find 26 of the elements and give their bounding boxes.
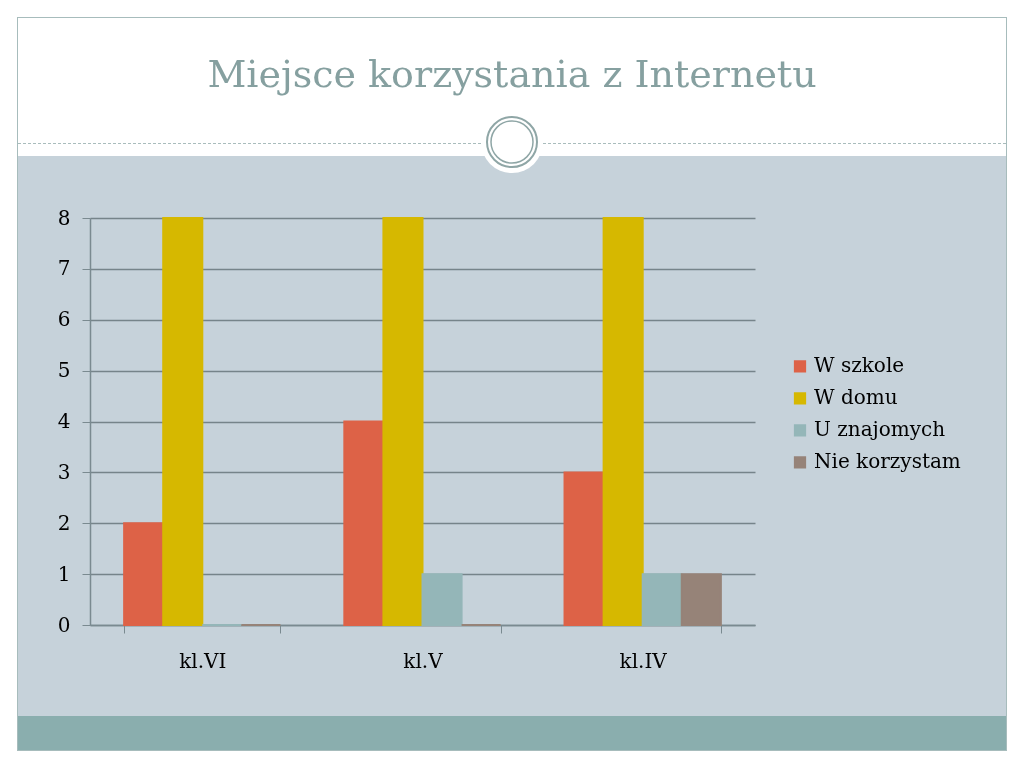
bar: [563, 471, 605, 626]
x-tick-label: kl.VI: [179, 648, 227, 673]
x-tick-label: kl.IV: [619, 648, 668, 673]
bar: [641, 573, 683, 626]
legend-label: U znajomych: [814, 417, 946, 442]
y-tick-label: 5: [57, 358, 71, 383]
bar: [162, 217, 204, 626]
y-tick-label: 4: [57, 409, 71, 433]
y-tick-label: 2: [57, 510, 71, 535]
bar: [343, 420, 385, 626]
y-tick-label: 0: [57, 612, 71, 637]
x-tick-label: kl.V: [403, 648, 444, 673]
bar: [421, 573, 463, 626]
y-tick-label: 6: [57, 307, 71, 332]
y-tick-label: 7: [57, 256, 71, 281]
bar: [602, 217, 644, 626]
y-tick-label: 1: [57, 561, 71, 586]
bar: [382, 217, 424, 626]
legend-label: W szkole: [814, 353, 905, 378]
bar: [680, 573, 722, 626]
chart-title: Miejsce korzystania z Internetu: [206, 51, 818, 98]
bar: [123, 522, 165, 626]
y-tick-label: 3: [57, 459, 71, 484]
legend-label: W domu: [814, 385, 898, 410]
legend-label: Nie korzystam: [814, 449, 961, 474]
y-tick-label: 8: [57, 205, 71, 230]
